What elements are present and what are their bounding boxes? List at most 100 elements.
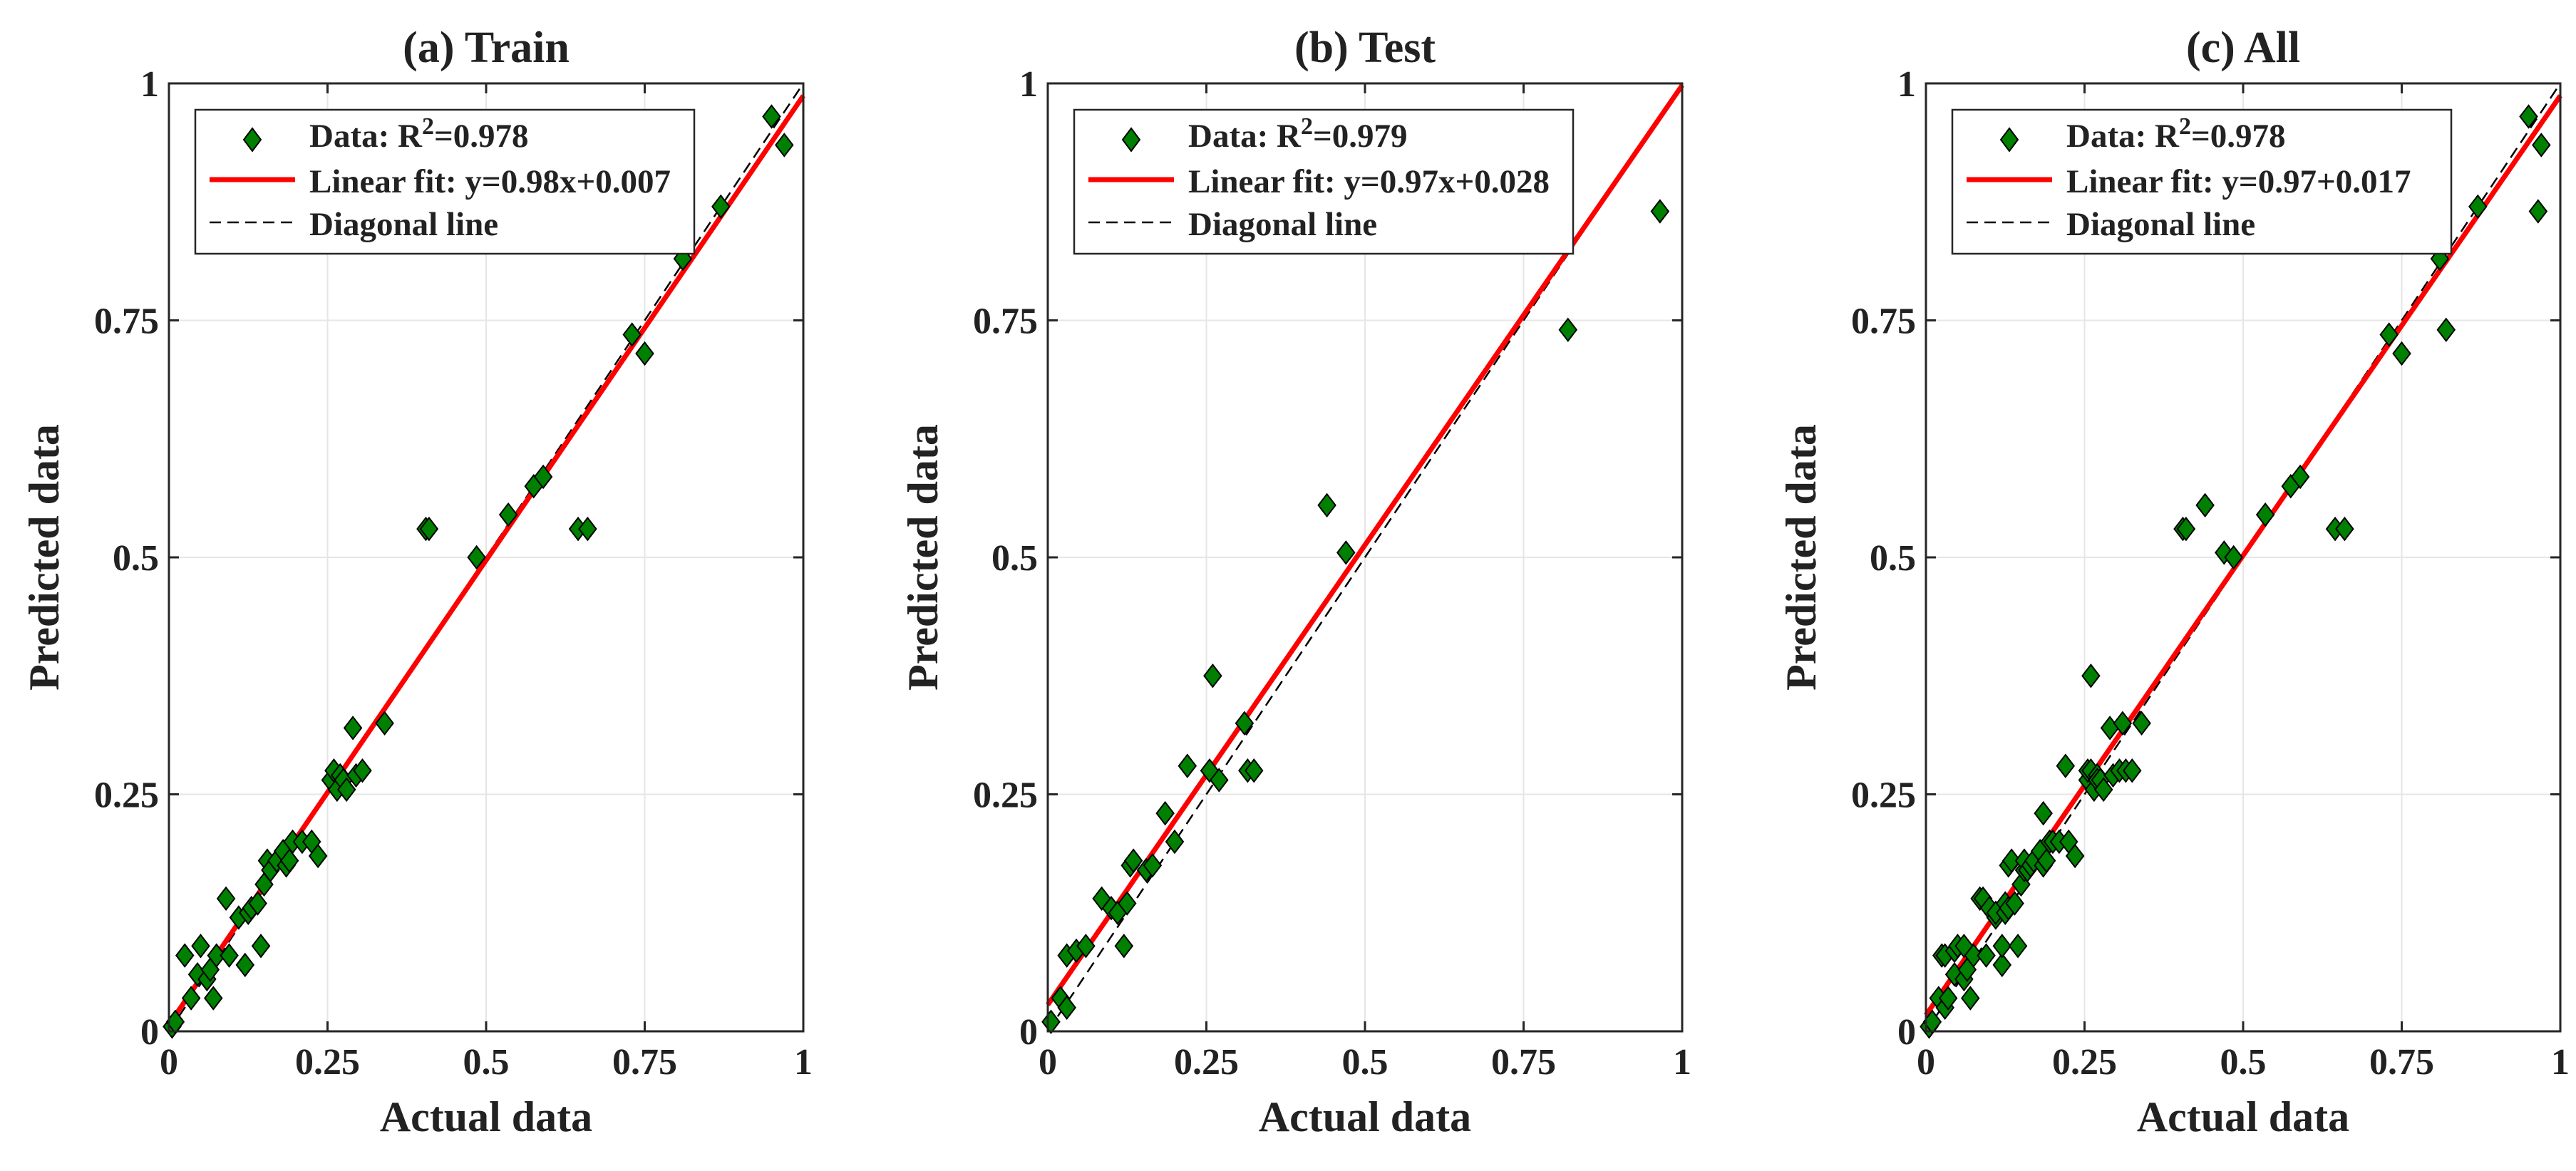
data-point <box>216 886 236 912</box>
data-point <box>775 133 794 158</box>
data-point <box>1123 848 1143 873</box>
y-tick-label: 0.5 <box>1870 538 1916 579</box>
data-point <box>343 716 363 741</box>
data-point <box>2519 104 2538 129</box>
legend-marker-data <box>1999 127 2019 153</box>
data-point <box>2056 753 2076 778</box>
data-point <box>1057 995 1076 1020</box>
data-point <box>191 934 210 959</box>
data-point <box>2528 199 2548 224</box>
data-point <box>1992 934 2012 959</box>
data-point <box>2113 711 2133 736</box>
data-point <box>2195 492 2215 518</box>
data-point <box>578 516 597 542</box>
y-axis-label: Predicted data <box>900 424 947 691</box>
data-point <box>375 711 394 736</box>
y-tick-label: 0 <box>1897 1012 1916 1053</box>
y-tick-label: 0.5 <box>991 538 1038 579</box>
x-tick-label: 0.5 <box>463 1042 510 1083</box>
y-tick-label: 0.5 <box>113 538 159 579</box>
y-tick-label: 1 <box>140 64 159 105</box>
data-point <box>1155 800 1175 826</box>
legend: Data: R2=0.978 Linear fit: y=0.97+0.017 Di… <box>1951 108 2453 255</box>
data-point <box>419 516 439 542</box>
y-tick-label: 0.75 <box>94 301 159 342</box>
data-point <box>251 934 271 959</box>
data-point <box>1558 317 1578 343</box>
y-tick-label: 1 <box>1897 64 1916 105</box>
legend: Data: R2=0.978 Linear fit: y=0.98x+0.007 D… <box>194 108 696 255</box>
legend-label: Data: R2=0.978 <box>2066 113 2285 155</box>
data-point <box>2065 843 2085 869</box>
data-point <box>2093 777 2113 803</box>
data-point <box>635 341 654 366</box>
x-tick-label: 0.25 <box>2052 1042 2117 1083</box>
data-point <box>2255 502 2275 527</box>
legend-label: Diagonal line <box>309 206 498 243</box>
data-point <box>467 545 486 570</box>
data-point <box>711 194 731 220</box>
legend-marker-data <box>242 127 262 153</box>
data-point <box>2436 317 2456 343</box>
data-point <box>2036 848 2056 873</box>
data-point <box>1203 664 1222 688</box>
data-point <box>533 464 553 490</box>
data-point <box>2122 758 2142 783</box>
data-point <box>2081 664 2101 688</box>
x-tick-label: 1 <box>794 1042 813 1083</box>
data-point <box>2005 891 2024 916</box>
data-point <box>353 758 372 783</box>
legend: Data: R2=0.979 Linear fit: y=0.97x+0.028 D… <box>1073 108 1575 255</box>
data-point <box>336 777 356 803</box>
data-point <box>2224 545 2243 570</box>
chart-panel-3: 00 0.25 0.25 0.5 0.5 0.75 0.75 1 1 (c) All Actual … <box>1778 24 2570 1140</box>
data-point <box>1977 943 1996 968</box>
data-point <box>1041 1009 1061 1034</box>
data-point <box>1992 952 2012 978</box>
data-point <box>1200 758 1220 783</box>
x-tick-label: 0.75 <box>1491 1042 1556 1083</box>
y-tick-label: 1 <box>1019 64 1038 105</box>
data-point <box>1938 986 1958 1011</box>
x-tick-label: 0 <box>160 1042 178 1083</box>
data-point <box>175 943 195 968</box>
x-tick-label: 0 <box>1039 1042 1057 1083</box>
chart-panel-2: 00 0.25 0.25 0.5 0.5 0.75 0.75 1 1 (b) Test Actual… <box>900 24 1691 1140</box>
data-point <box>2176 516 2196 542</box>
y-axis-label: Predicted data <box>21 424 68 691</box>
x-tick-label: 0.25 <box>295 1042 360 1083</box>
data-point <box>235 952 255 978</box>
y-tick-label: 0 <box>140 1012 159 1053</box>
data-point <box>2532 133 2551 158</box>
data-point <box>622 322 642 347</box>
data-point <box>2001 848 2021 873</box>
x-axis-label: Actual data <box>380 1093 592 1140</box>
legend-label: Linear fit: y=0.98x+0.007 <box>309 163 671 200</box>
linear-fit-line <box>1046 83 1684 1006</box>
legend-label: Diagonal line <box>1188 206 1377 243</box>
data-point <box>2132 711 2151 736</box>
chart-title: (b) Test <box>1294 24 1436 72</box>
data-point <box>1165 829 1185 855</box>
x-tick-label: 0.25 <box>1174 1042 1239 1083</box>
chart-title: (a) Train <box>403 24 570 72</box>
data-point <box>498 502 518 527</box>
y-tick-label: 0.25 <box>1851 775 1916 816</box>
data-point <box>2379 322 2399 347</box>
data-point <box>204 986 223 1011</box>
data-point <box>1076 934 1096 959</box>
x-tick-label: 0.75 <box>612 1042 677 1083</box>
legend-label: Data: R2=0.979 <box>1188 113 1407 155</box>
data-point <box>2468 194 2488 220</box>
legend-label: Linear fit: y=0.97+0.017 <box>2066 163 2411 200</box>
data-point <box>2008 934 2028 959</box>
legend-label: Data: R2=0.978 <box>309 113 528 155</box>
data-point <box>1650 199 1670 224</box>
data-point <box>1114 934 1134 959</box>
data-point <box>2034 800 2053 826</box>
legend-label: Linear fit: y=0.97x+0.028 <box>1188 163 1550 200</box>
y-tick-label: 0 <box>1019 1012 1038 1053</box>
legend-marker-data <box>1121 127 1141 153</box>
data-point <box>248 891 267 916</box>
data-point <box>220 943 239 968</box>
